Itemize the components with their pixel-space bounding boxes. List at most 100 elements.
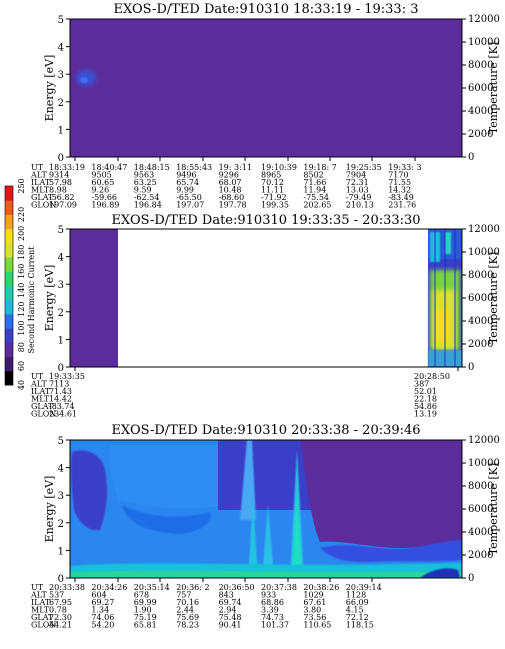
orbit-cell: 7904 (346, 171, 366, 180)
orbit-row-label: ILAT (31, 387, 51, 396)
energy-tick-label: 0 (58, 153, 64, 164)
colorbar-segment (5, 228, 13, 244)
orbit-cell: 10.48 (219, 186, 242, 195)
orbit-cell: 3.80 (303, 606, 321, 615)
energy-tick-label: 4 (58, 43, 64, 54)
colorbar: 40 60 80 100 120 140 160 180 200 220 250 Second Ha… (4, 178, 36, 390)
orbit-cell: 19:33: 3 (388, 163, 421, 172)
energy-tick-label: 5 (58, 225, 64, 236)
orbit-cell: 57.98 (49, 178, 72, 187)
temperature-tick-label: 6000 (468, 293, 493, 304)
orbit-cell: 13.03 (346, 186, 369, 195)
colorbar-segment (5, 186, 13, 201)
panel-1-ticks: 0 1 2 3 4 5 0 2000 4000 6000 8000 10000 12000 (58, 14, 500, 164)
colorbar-tick-label: 160 (17, 264, 26, 279)
orbit-cell: 8502 (303, 171, 323, 180)
orbit-cell: -71.92 (261, 193, 287, 202)
orbit-cell: 118.15 (346, 621, 374, 630)
orbit-cell: 197.09 (49, 201, 77, 210)
orbit-cell: 20:33:38 (49, 583, 85, 592)
temperature-tick-label: 10000 (468, 247, 500, 258)
orbit-cell: 68.86 (261, 598, 284, 607)
orbit-row-label: ALT (30, 380, 47, 389)
orbit-row-label: GLAT (31, 402, 54, 411)
temperature-tick-label: 4000 (468, 527, 493, 538)
orbit-cell: 197.78 (219, 201, 247, 210)
orbit-row-label: GLON (31, 410, 56, 419)
panel-1-orbit-table: UT 18:33:19 18:40:47 18:48:15 18:55:43 19: 3:… (30, 163, 422, 210)
orbit-cell: 19: 3:11 (219, 163, 252, 172)
orbit-cell: 9496 (176, 171, 196, 180)
orbit-cell: -68.60 (219, 193, 245, 202)
orbit-cell: 70.12 (261, 178, 284, 187)
energy-tick-label: 4 (58, 464, 64, 475)
orbit-row-label: GLAT (31, 193, 54, 202)
energy-tick-label: 3 (58, 280, 64, 291)
orbit-cell: 7170 (388, 171, 408, 180)
temperature-tick-label: 8000 (468, 481, 493, 492)
temperature-tick-label: 6000 (468, 83, 493, 94)
orbit-cell: 19:33:35 (49, 372, 85, 381)
orbit-cell: 19:18: 7 (303, 163, 336, 172)
colorbar-tick-label: 40 (17, 380, 26, 390)
orbit-cell: 231.76 (388, 201, 416, 210)
orbit-cell: 65.74 (176, 178, 199, 187)
colorbar-scale (5, 186, 13, 386)
colorbar-segment (5, 242, 13, 258)
panel-1: EXOS-D/TED Date:910310 18:33:19 - 19:33:… (30, 2, 500, 210)
orbit-cell: 196.84 (134, 201, 162, 210)
energy-tick-label: 1 (58, 546, 64, 557)
orbit-cell: 9.99 (176, 186, 194, 195)
colorbar-ticks: 40 60 80 100 120 140 160 180 200 220 250 (17, 178, 26, 390)
orbit-cell: 20:28:50 (414, 372, 450, 381)
temperature-tick-label: 8000 (468, 60, 493, 71)
orbit-cell: -79.49 (346, 193, 372, 202)
orbit-cell: 69.99 (134, 598, 157, 607)
panel-3-orbit-table: UT 20:33:38 20:34:26 20:35:14 20:36: 2 20:36:… (30, 583, 382, 630)
orbit-cell: 18:33:19 (49, 163, 85, 172)
orbit-cell: -56.82 (49, 193, 75, 202)
orbit-cell: 72.31 (346, 178, 369, 187)
energy-tick-label: 0 (58, 363, 64, 374)
colorbar-segment (5, 370, 13, 386)
orbit-cell: 9314 (49, 171, 69, 180)
orbit-cell: 63.25 (134, 178, 157, 187)
temperature-tick-label: 12000 (468, 435, 500, 446)
colorbar-segment (5, 200, 13, 215)
panel-1-blob-core (80, 77, 88, 83)
orbit-cell: 67.95 (49, 598, 72, 607)
colorbar-segment (5, 356, 13, 372)
energy-tick-label: 5 (58, 436, 64, 447)
orbit-cell: 843 (219, 591, 234, 600)
orbit-cell: 9563 (134, 171, 154, 180)
orbit-cell: 20:34:26 (91, 583, 127, 592)
orbit-cell: 54.86 (414, 402, 437, 411)
orbit-cell: 11.94 (303, 186, 326, 195)
panel-1-title: EXOS-D/TED Date:910310 18:33:19 - 19:33:… (114, 2, 419, 17)
temperature-tick-label: 0 (468, 362, 474, 373)
colorbar-frame (4, 185, 14, 386)
panel-2-plot (69, 228, 463, 368)
orbit-cell: 234.61 (49, 410, 77, 419)
orbit-cell: 20:39:14 (346, 583, 382, 592)
orbit-cell: 197.07 (176, 201, 204, 210)
colorbar-segment (5, 299, 13, 315)
orbit-cell: 757 (176, 591, 191, 600)
orbit-cell: 90.41 (219, 621, 242, 630)
orbit-cell: 8.98 (49, 186, 67, 195)
orbit-cell: 933 (261, 591, 276, 600)
orbit-cell: 20:38:26 (303, 583, 339, 592)
orbit-cell: 14.32 (388, 186, 411, 195)
panel-2: EXOS-D/TED Date:910310 19:33:35 - 20:33:… (4, 178, 500, 419)
orbit-cell: 18:40:47 (91, 163, 127, 172)
orbit-cell: 9.26 (91, 186, 109, 195)
panel-3-heat (70, 440, 462, 578)
orbit-cell: 71.43 (49, 387, 72, 396)
orbit-cell: 1029 (303, 591, 323, 600)
energy-tick-label: 2 (58, 308, 64, 319)
colorbar-tick-label: 250 (17, 178, 26, 193)
orbit-cell: 71.55 (388, 178, 411, 187)
orbit-cell: 210.13 (346, 201, 374, 210)
colorbar-tick-label: 220 (17, 207, 26, 222)
